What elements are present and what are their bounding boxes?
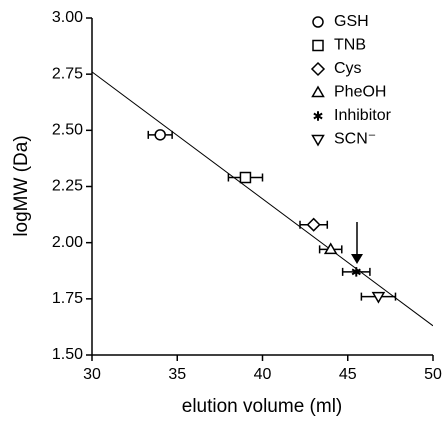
point: [239, 171, 252, 184]
y-tick-label: 3.00: [52, 9, 83, 26]
x-tick-label: 35: [168, 366, 186, 383]
point: [323, 242, 338, 255]
y-tick-label: 2.00: [52, 234, 83, 251]
legend-marker: [311, 85, 325, 98]
legend-marker: [313, 111, 323, 121]
legend-label: GSH: [334, 13, 369, 30]
legend-marker: [310, 61, 326, 77]
point: [351, 267, 361, 277]
y-tick-label: 2.75: [52, 65, 83, 82]
x-tick-label: 50: [424, 366, 442, 383]
legend-label: Cys: [334, 60, 362, 77]
legend-label: SCN⁻: [334, 131, 376, 148]
point: [306, 217, 321, 232]
x-tick-label: 30: [83, 366, 101, 383]
legend-marker: [312, 16, 324, 28]
point: [371, 291, 386, 304]
y-tick-label: 1.75: [52, 290, 83, 307]
fit-line: [92, 71, 433, 327]
legend-label: PheOH: [334, 84, 386, 101]
legend-marker: [312, 39, 324, 52]
x-tick-label: 40: [254, 366, 272, 383]
point: [154, 129, 166, 141]
y-tick-label: 1.50: [52, 346, 83, 363]
legend-label: TNB: [334, 37, 366, 54]
y-tick-label: 2.50: [52, 122, 83, 139]
legend-label: Inhibitor: [334, 107, 392, 124]
arrow-head: [351, 254, 363, 264]
x-tick-label: 45: [339, 366, 357, 383]
y-axis-title: logMW (Da): [11, 135, 32, 236]
x-axis-title: elution volume (ml): [182, 396, 343, 417]
legend-marker: [311, 134, 325, 147]
y-tick-label: 2.25: [52, 178, 83, 195]
